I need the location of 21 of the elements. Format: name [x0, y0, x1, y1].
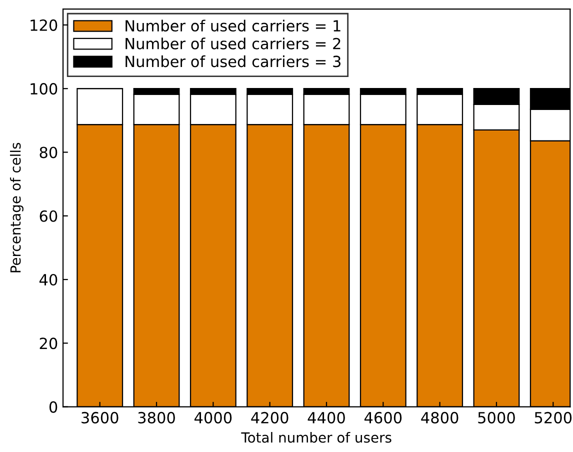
x-tick-label: 4600: [364, 412, 402, 424]
y-tick-label: 80: [40, 146, 58, 158]
x-tick-label: 4200: [251, 412, 288, 424]
legend-label: Number of used carriers = 3: [126, 55, 340, 68]
legend-label: Number of used carriers = 1: [126, 20, 340, 32]
x-tick-label: 4800: [421, 412, 458, 424]
y-tick-label: 100: [30, 83, 58, 95]
x-tick-label: 5200: [534, 412, 572, 424]
y-tick-label: 120: [30, 19, 58, 31]
y-tick-label: 60: [40, 210, 58, 222]
x-tick-label: 3800: [138, 412, 175, 424]
x-tick-label: 5000: [478, 412, 515, 424]
x-tick-label: 3600: [82, 412, 118, 424]
x-axis-title: Total number of users: [241, 432, 392, 443]
y-tick-label: 0: [49, 401, 58, 413]
x-tick-label: 4400: [308, 412, 345, 424]
x-tick-label: 4000: [194, 412, 232, 424]
legend-label: Number of used carriers = 2: [126, 38, 340, 50]
y-tick-label: 40: [39, 274, 58, 286]
y-tick-label: 20: [40, 338, 58, 350]
y-axis-title: Percentage of cells: [10, 142, 24, 272]
